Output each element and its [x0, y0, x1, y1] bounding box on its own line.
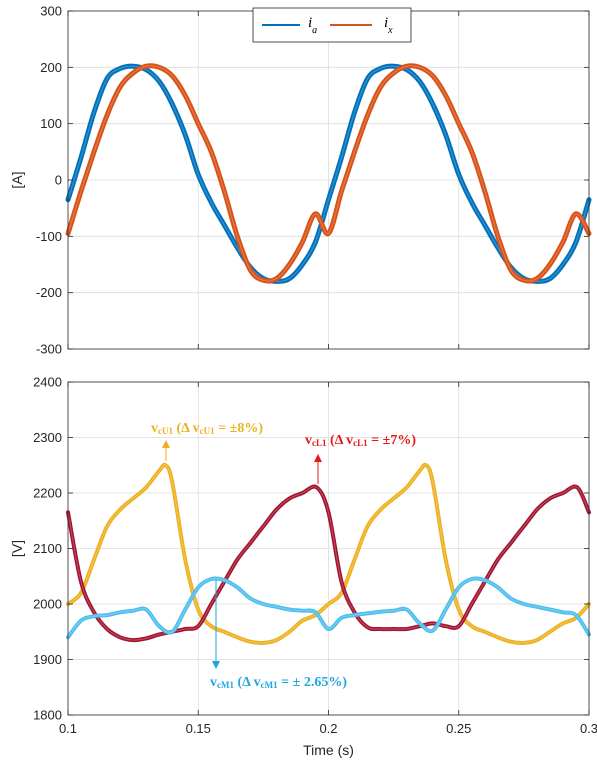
p2-ytick-label: 2400 — [33, 375, 62, 390]
current-plot: 300 200 100 0 -100 -200 -300 [A] — [9, 4, 592, 357]
p2-xtick-label: 0.15 — [186, 721, 211, 736]
p2-xtick-label: 0.1 — [59, 721, 77, 736]
annotation-vcL1: vcL1 (Δ vcL1 = ±7%) — [305, 433, 416, 484]
p2-xtick-label: 0.3 — [580, 721, 597, 736]
p1-ylabel: [A] — [9, 171, 25, 188]
annotation-arrowhead-vcU1 — [162, 440, 170, 448]
series-line-vcL1 — [66, 484, 591, 643]
p1-ytick-label: 200 — [40, 60, 62, 75]
p1-ytick-label: -100 — [36, 229, 62, 244]
p2-ytick-label: 2000 — [33, 597, 62, 612]
p2-ytick-label: 2100 — [33, 541, 62, 556]
annotation-vcU1: vcU1 (Δ vcU1 = ±8%) — [151, 421, 263, 461]
legend: ia ix — [252, 7, 412, 43]
p1-ytick-label: 100 — [40, 116, 62, 131]
annotation-label-vcL1: vcL1 (Δ vcL1 = ±7%) — [305, 433, 416, 448]
legend-label-ix: ix — [384, 15, 393, 36]
p1-ytick-label: 300 — [40, 4, 62, 19]
series-line-vcM1 — [66, 576, 591, 640]
legend-label-ia: ia — [308, 15, 317, 36]
series-highlight-ix — [67, 65, 590, 282]
p1-ytick-label: -200 — [36, 285, 62, 300]
series-highlight-vcL1 — [67, 486, 590, 641]
p2-ytick-label: 1900 — [33, 652, 62, 667]
p2-xtick-label: 0.2 — [319, 721, 337, 736]
p2-ytick-label: 2300 — [33, 430, 62, 445]
p1-ytick-label: -300 — [36, 342, 62, 357]
p2-ytick-label: 1800 — [33, 708, 62, 723]
annotation-label-vcU1: vcU1 (Δ vcU1 = ±8%) — [151, 421, 263, 436]
series-highlight-vcU1 — [67, 464, 590, 644]
p2-ytick-label: 2200 — [33, 486, 62, 501]
p2-ylabel: [V] — [9, 540, 25, 557]
annotation-label-vcM1: vcM1 (Δ vcM1 = ± 2.65%) — [210, 675, 347, 690]
series-line-ix — [65, 63, 592, 284]
series-line-vcU1 — [66, 462, 591, 645]
annotation-arrowhead-vcL1 — [314, 454, 322, 462]
p2-xlabel: Time (s) — [303, 742, 354, 758]
p2-xtick-label: 0.25 — [446, 721, 471, 736]
annotation-vcM1: vcM1 (Δ vcM1 = ± 2.65%) — [210, 580, 347, 690]
p1-ytick-label: 0 — [55, 173, 62, 188]
series-highlight-vcM1 — [67, 577, 590, 638]
annotation-arrowhead-vcM1 — [212, 661, 220, 669]
